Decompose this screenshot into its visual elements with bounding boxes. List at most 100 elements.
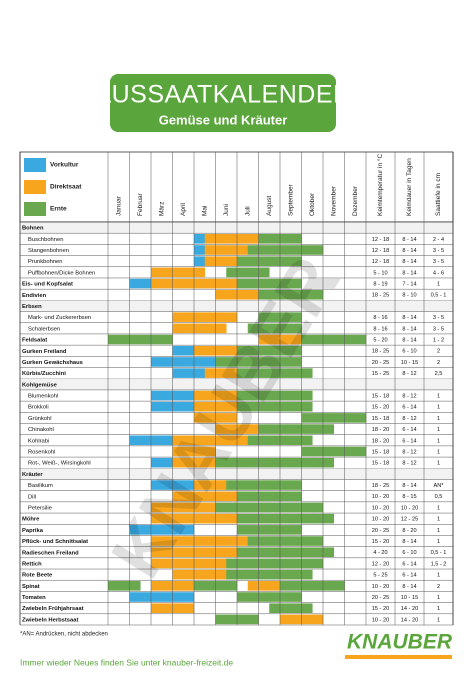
period-cell — [194, 233, 206, 244]
period-cell — [280, 614, 292, 625]
period-cell — [312, 446, 324, 457]
period-cell — [247, 323, 259, 334]
period-cell — [312, 245, 324, 255]
period-cell — [258, 368, 270, 378]
period-cell — [280, 536, 292, 546]
period-cell — [344, 446, 356, 457]
row-name: Rettich — [22, 561, 42, 567]
row-value: 15 - 18 — [372, 461, 389, 467]
period-cell — [172, 569, 184, 580]
footnote: *AN= Andrücken, nicht abdecken — [20, 632, 108, 638]
row-value: 12 - 18 — [372, 248, 389, 254]
row-value: 15 - 18 — [372, 449, 389, 455]
period-cell — [269, 278, 281, 289]
row-value: 5 - 20 — [373, 338, 387, 344]
period-cell — [161, 536, 173, 546]
period-cell — [194, 480, 206, 490]
period-cell — [204, 558, 216, 569]
period-cell — [247, 245, 259, 255]
row-name: Radieschen Freiland — [22, 550, 79, 556]
period-cell — [312, 289, 324, 300]
legend-label: Ernte — [50, 206, 67, 213]
row-value: 10 - 20 — [401, 505, 418, 511]
period-cell — [237, 289, 249, 300]
period-cell — [151, 592, 163, 602]
period-cell — [183, 592, 195, 602]
period-cell — [312, 547, 324, 558]
period-cell — [172, 480, 184, 490]
period-cell — [151, 502, 163, 513]
period-cell — [172, 390, 184, 401]
row-name: Buschbohnen — [28, 237, 63, 243]
row-value: 18 - 25 — [372, 293, 389, 299]
row-value: 8 - 12 — [402, 393, 416, 399]
period-cell — [108, 334, 120, 345]
row-value: 14 - 20 — [401, 606, 418, 612]
row-value: 3 - 5 — [433, 248, 444, 254]
footer: Immer wieder Neues finden Sie unter knau… — [20, 657, 233, 667]
period-cell — [290, 592, 302, 602]
period-cell — [323, 547, 335, 558]
row-value: 8 - 14 — [402, 315, 416, 321]
period-cell — [215, 312, 227, 322]
period-cell — [204, 435, 216, 446]
period-cell — [237, 233, 249, 244]
period-cell — [172, 357, 184, 367]
period-cell — [194, 245, 206, 255]
period-cell — [290, 513, 302, 524]
period-cell — [247, 558, 259, 569]
row-value: 2 — [437, 360, 440, 366]
row-value: 3 - 5 — [433, 326, 444, 332]
period-cell — [151, 581, 163, 591]
period-cell — [301, 536, 313, 546]
period-cell — [183, 390, 195, 401]
row-value: 8 - 14 — [402, 539, 416, 545]
period-cell — [172, 457, 184, 468]
row-value: 0,5 - 1 — [431, 293, 447, 299]
period-cell — [237, 368, 249, 378]
period-cell — [161, 357, 173, 367]
period-cell — [269, 558, 281, 569]
period-cell — [301, 457, 313, 468]
period-cell — [215, 289, 227, 300]
period-cell — [269, 592, 281, 602]
period-cell — [258, 401, 270, 412]
row-value: 8 - 10 — [402, 293, 416, 299]
row-name: Gurken Gewächshaus — [22, 360, 83, 366]
row-value: 5 - 10 — [373, 270, 387, 276]
period-cell — [226, 278, 238, 289]
period-cell — [215, 491, 227, 502]
period-cell — [333, 334, 345, 345]
row-value: 6 - 14 — [402, 405, 416, 411]
row-value: 1 — [437, 606, 440, 612]
period-cell — [323, 513, 335, 524]
row-name: Eis- und Kopfsalat — [22, 282, 73, 288]
period-cell — [226, 401, 238, 412]
row-value: 3 - 5 — [433, 315, 444, 321]
group-name: Erbsen — [22, 304, 42, 310]
period-cell — [269, 312, 281, 322]
period-cell — [215, 457, 227, 468]
group-row — [20, 468, 453, 480]
legend-swatch — [24, 202, 46, 216]
period-cell — [355, 413, 367, 423]
row-value: 20 - 25 — [372, 595, 389, 601]
period-cell — [280, 457, 292, 468]
period-cell — [237, 536, 249, 546]
period-cell — [172, 592, 184, 602]
period-cell — [204, 536, 216, 546]
period-cell — [204, 233, 216, 244]
row-value: 10 - 15 — [401, 360, 418, 366]
period-cell — [269, 401, 281, 412]
period-cell — [151, 267, 163, 278]
subtitle: Gemüse und Kräuter — [159, 112, 288, 127]
group-name: Kohlgemüse — [22, 382, 58, 388]
period-cell — [280, 424, 292, 434]
period-cell — [194, 491, 206, 502]
period-cell — [172, 278, 184, 289]
period-cell — [280, 256, 292, 266]
period-cell — [172, 491, 184, 502]
period-cell — [215, 536, 227, 546]
period-cell — [280, 289, 292, 300]
period-cell — [258, 491, 270, 502]
